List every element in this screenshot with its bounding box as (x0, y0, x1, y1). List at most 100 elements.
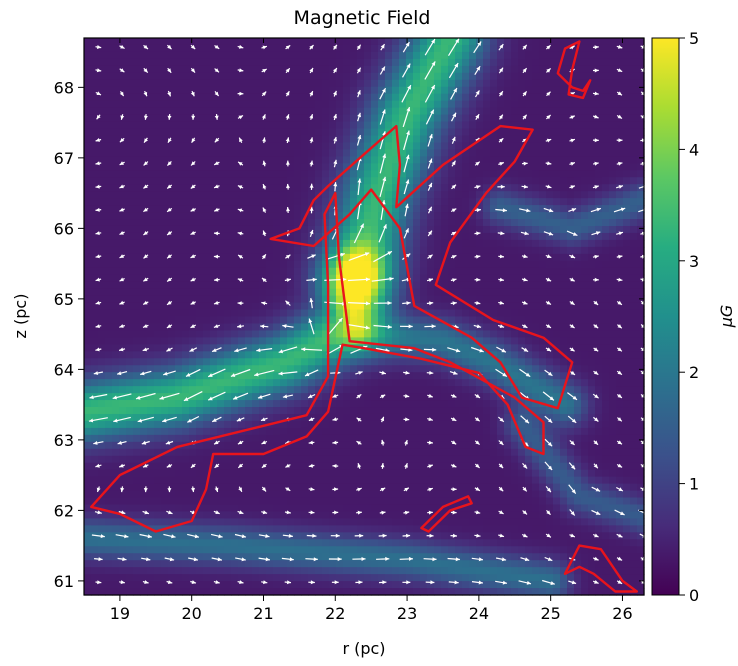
heatmap-cell (245, 546, 253, 554)
heatmap-cell (448, 379, 456, 387)
heatmap-cell (308, 232, 316, 241)
heatmap-cell (266, 323, 274, 332)
heatmap-cell (126, 511, 134, 520)
heatmap-cell (511, 86, 519, 95)
heatmap-cell (140, 560, 148, 568)
heatmap-cell (343, 518, 351, 526)
heatmap-cell (203, 337, 211, 345)
heatmap-cell (455, 441, 463, 450)
heatmap-cell (175, 351, 183, 359)
heatmap-cell (378, 288, 386, 297)
heatmap-cell (420, 553, 428, 561)
heatmap-cell (329, 239, 337, 248)
heatmap-cell (350, 260, 358, 269)
heatmap-cell (441, 135, 449, 144)
heatmap-cell (504, 574, 512, 582)
heatmap-cell (210, 420, 218, 429)
heatmap-cell (434, 288, 442, 297)
heatmap-cell (210, 72, 218, 81)
heatmap-cell (147, 149, 155, 157)
heatmap-cell (210, 427, 218, 436)
heatmap-cell (91, 253, 99, 262)
heatmap-cell (392, 239, 400, 248)
heatmap-cell (518, 163, 526, 171)
heatmap-cell (308, 379, 316, 387)
heatmap-cell (420, 469, 428, 478)
heatmap-cell (504, 100, 512, 109)
heatmap-cell (203, 511, 211, 520)
heatmap-cell (420, 281, 428, 290)
heatmap-cell (133, 191, 141, 199)
heatmap-cell (455, 427, 463, 436)
heatmap-cell (315, 156, 323, 164)
heatmap-cell (371, 351, 379, 359)
heatmap-cell (182, 574, 190, 582)
heatmap-cell (371, 44, 379, 53)
heatmap-cell (84, 504, 92, 513)
heatmap-cell (315, 511, 323, 520)
heatmap-cell (399, 267, 407, 276)
heatmap-cell (448, 205, 456, 213)
heatmap-cell (448, 100, 456, 109)
heatmap-cell (483, 532, 491, 540)
heatmap-cell (126, 274, 134, 283)
heatmap-cell (224, 38, 232, 46)
heatmap-cell (427, 504, 435, 513)
heatmap-cell (175, 191, 183, 199)
heatmap-cell (490, 441, 498, 450)
heatmap-cell (476, 72, 484, 81)
heatmap-cell (91, 532, 99, 540)
heatmap-cell (119, 476, 127, 485)
heatmap-cell (427, 274, 435, 283)
heatmap-cell (315, 323, 323, 332)
heatmap-cell (231, 44, 239, 53)
heatmap-cell (518, 267, 526, 276)
heatmap-cell (119, 518, 127, 526)
heatmap-cell (224, 567, 232, 575)
heatmap-cell (294, 476, 302, 485)
heatmap-cell (210, 79, 218, 88)
heatmap-cell (490, 232, 498, 241)
heatmap-cell (483, 267, 491, 276)
heatmap-cell (294, 497, 302, 506)
heatmap-cell (182, 79, 190, 88)
heatmap-cell (182, 107, 190, 116)
heatmap-cell (308, 344, 316, 352)
heatmap-cell (119, 219, 127, 227)
heatmap-cell (168, 351, 176, 359)
heatmap-cell (476, 546, 484, 554)
heatmap-cell (504, 497, 512, 506)
heatmap-cell (455, 93, 463, 102)
heatmap-cell (112, 588, 120, 596)
heatmap-cell (378, 38, 386, 46)
heatmap-cell (140, 232, 148, 241)
heatmap-cell (105, 128, 113, 137)
heatmap-cell (273, 107, 281, 116)
heatmap-cell (203, 539, 211, 547)
heatmap-cell (161, 358, 169, 366)
heatmap-cell (315, 372, 323, 380)
heatmap-cell (168, 100, 176, 109)
heatmap-cell (378, 386, 386, 394)
heatmap-cell (140, 372, 148, 380)
heatmap-cell (287, 553, 295, 561)
heatmap-cell (336, 156, 344, 164)
heatmap-cell (91, 525, 99, 533)
heatmap-cell (469, 490, 477, 499)
heatmap-cell (294, 400, 302, 408)
heatmap-cell (490, 504, 498, 513)
heatmap-cell (455, 58, 463, 67)
heatmap-cell (329, 504, 337, 513)
heatmap-cell (511, 121, 519, 130)
heatmap-cell (399, 232, 407, 241)
heatmap-cell (462, 511, 470, 520)
heatmap-cell (98, 539, 106, 547)
heatmap-cell (266, 288, 274, 297)
heatmap-cell (196, 121, 204, 130)
heatmap-cell (350, 79, 358, 88)
heatmap-cell (385, 121, 393, 130)
heatmap-cell (301, 497, 309, 506)
heatmap-cell (175, 288, 183, 297)
heatmap-cell (483, 372, 491, 380)
heatmap-cell (266, 267, 274, 276)
